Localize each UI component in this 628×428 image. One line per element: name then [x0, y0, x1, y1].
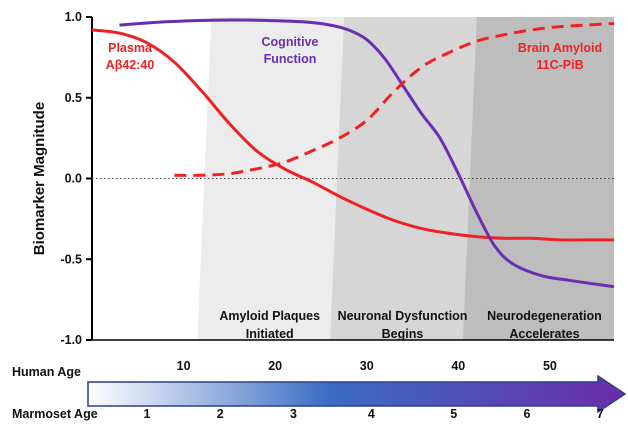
brain-amyloid-label: Brain Amyloid [518, 41, 602, 55]
stage-label-2: Begins [382, 327, 424, 341]
y-tick-label: -0.5 [60, 252, 82, 266]
plasma-abeta-line [91, 28, 614, 242]
human-age-title: Human Age [12, 365, 81, 379]
marmoset-age-tick: 6 [524, 407, 531, 421]
y-axis-title: Biomarker Magnitude [31, 102, 48, 255]
stage-label-2: Neuronal Dysfunction [338, 309, 468, 323]
stage-label-1: Amyloid Plaques [219, 309, 320, 323]
marmoset-age-tick: 5 [450, 407, 457, 421]
marmoset-age-tick: 4 [368, 407, 375, 421]
y-tick-label: 0.0 [65, 172, 82, 186]
marmoset-age-title: Marmoset Age [12, 407, 98, 421]
marmoset-age-tick: 7 [597, 407, 604, 421]
y-tick-label: 1.0 [65, 10, 82, 24]
cognitive-function-line [119, 18, 615, 289]
age-gradient-arrow [87, 374, 627, 414]
stage-label-1: Initiated [246, 327, 294, 341]
y-tick-label: -1.0 [60, 333, 82, 347]
human-age-tick: 30 [360, 359, 374, 373]
plasma-abeta-label: Aβ42:40 [106, 58, 155, 72]
marmoset-age-tick: 1 [143, 407, 150, 421]
y-tick-label: 0.5 [65, 91, 82, 105]
plasma-abeta-label: Plasma [108, 41, 153, 55]
marmoset-age-tick: 3 [290, 407, 297, 421]
brain-amyloid-line [174, 22, 615, 177]
human-age-tick: 50 [543, 359, 557, 373]
human-age-tick: 20 [268, 359, 282, 373]
human-age-tick: 10 [177, 359, 191, 373]
cognitive-function-label: Function [264, 52, 317, 66]
marmoset-age-tick: 2 [217, 407, 224, 421]
stage-band-3 [462, 17, 614, 340]
brain-amyloid-label: 11C-PiB [536, 58, 583, 72]
stage-label-3: Neurodegeneration [487, 309, 602, 323]
human-age-tick: 40 [451, 359, 465, 373]
cognitive-function-label: Cognitive [262, 35, 319, 49]
stage-label-3: Accelerates [509, 327, 579, 341]
